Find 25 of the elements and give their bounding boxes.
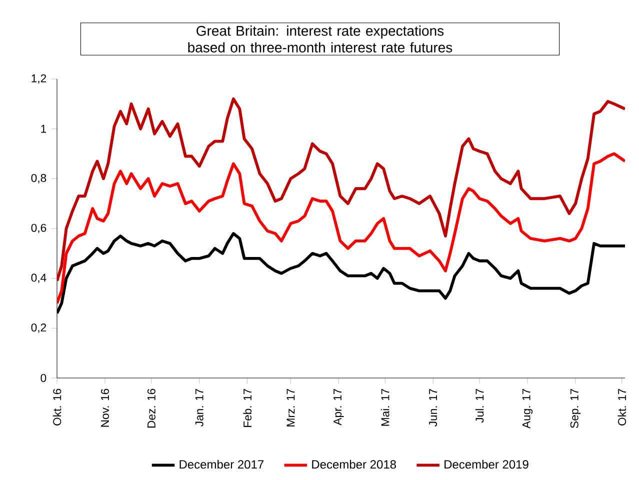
- chart-title: Great Britain: interest rate expectations based on three-month interest rate futures: [188, 26, 452, 52]
- x-tick-label: Apr. 17: [334, 388, 344, 426]
- legend-label: December 2018: [312, 460, 396, 469]
- x-tick-label: Aug. 17: [522, 388, 533, 428]
- x-tick-label: Mrz. 17: [286, 388, 295, 426]
- x-tick-label: Nov. 16: [100, 388, 109, 427]
- y-tick-label: 0,6: [31, 224, 46, 234]
- y-tick-label: 0,2: [31, 323, 46, 333]
- x-tick-label: Jan. 17: [195, 388, 204, 426]
- x-tick-label: Dez. 16: [147, 388, 156, 428]
- legend-label: December 2019: [444, 460, 528, 469]
- y-tick-label: 0,4: [31, 274, 46, 284]
- y-tick-label: 0,8: [31, 174, 46, 184]
- y-tick-label: 0: [40, 374, 46, 382]
- line-series: [57, 97, 625, 282]
- x-tick-label: Jun. 17: [429, 388, 438, 426]
- x-tick-label: Sep. 17: [570, 388, 581, 428]
- x-tick-label: Okt. 16: [52, 388, 62, 426]
- y-tick-label: 1: [41, 124, 46, 133]
- x-tick-label: Mai. 17: [380, 388, 390, 426]
- x-tick-label: Okt. 17: [618, 388, 626, 426]
- x-tick-label: Jul. 17: [475, 388, 484, 423]
- x-tick-label: Feb. 17: [243, 388, 252, 427]
- y-tick-label: 1,2: [32, 74, 46, 84]
- legend-label: December 2017: [180, 460, 264, 469]
